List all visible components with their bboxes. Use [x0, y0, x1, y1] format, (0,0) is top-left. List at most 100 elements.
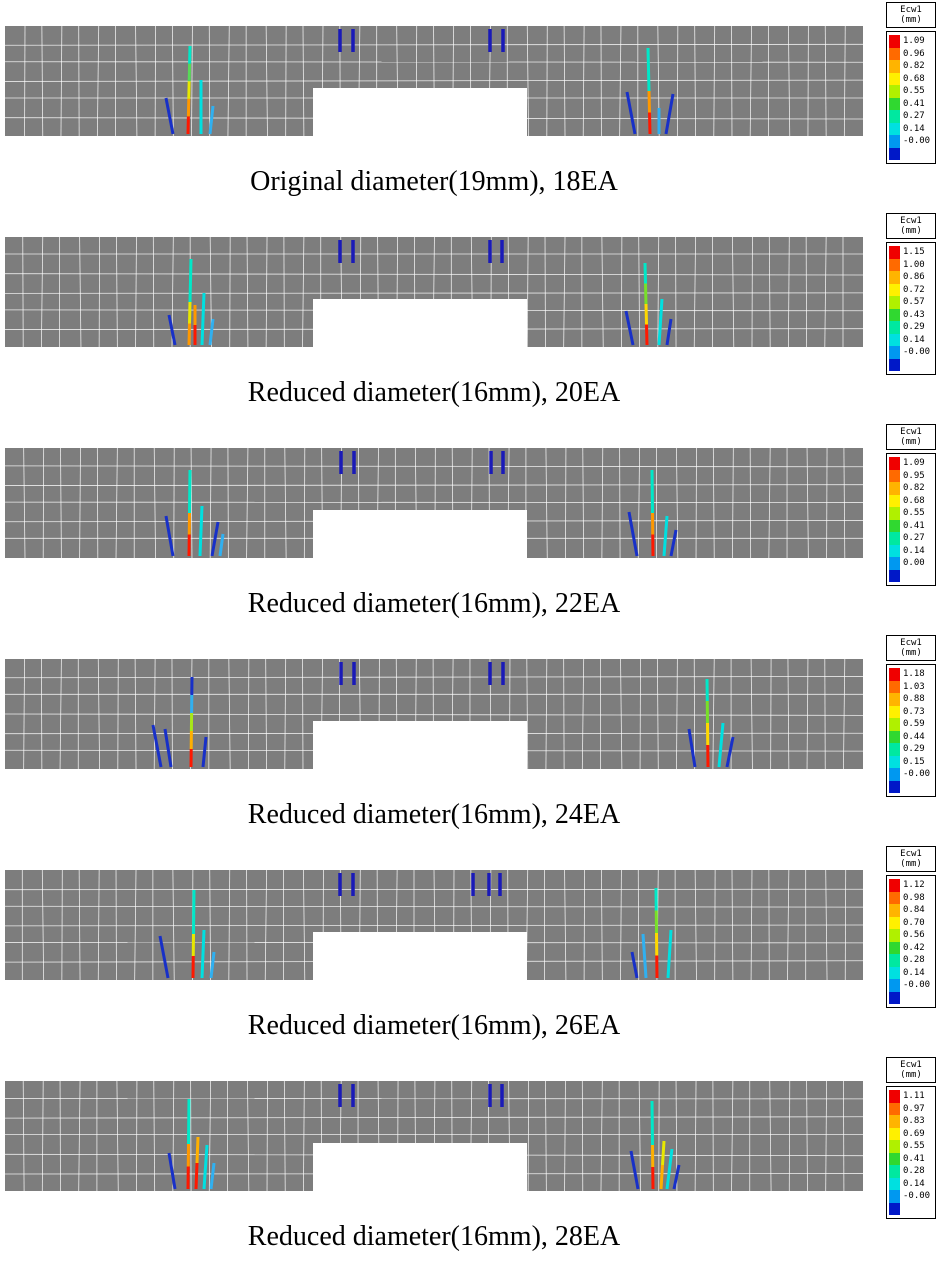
crack-marks: [167, 1098, 681, 1190]
legend-color-swatch: [889, 544, 900, 557]
legend-value: -0.00: [903, 1191, 931, 1202]
legend-color-swatch: [889, 258, 900, 271]
legend-row: 0.68: [889, 494, 933, 507]
legend-row: 0.29: [889, 743, 933, 756]
legend-value: 0.44: [903, 731, 925, 742]
legend-row: 0.41: [889, 1152, 933, 1165]
crack-marks: [158, 887, 673, 979]
mesh-lines: [5, 237, 863, 347]
legend-row: 0.68: [889, 72, 933, 85]
legend-row: 0.14: [889, 1177, 933, 1190]
mesh-lines: [5, 26, 863, 136]
legend-unit-text: (mm): [900, 437, 922, 447]
legend-color-swatch: [889, 60, 900, 73]
legend-row: 0.44: [889, 730, 933, 743]
beam-body: [5, 659, 863, 769]
legend-title-text: Ecw1: [900, 638, 922, 648]
legend-row: 0.73: [889, 705, 933, 718]
result-panel-5: Ecw1 (mm) 1.12 0.98 0.84 0.70 0.56 0.42 0.28 0.…: [0, 844, 940, 1055]
legend-value: 1.00: [903, 259, 925, 270]
legend-color-swatch: [889, 954, 900, 967]
legend-color-swatch: [889, 469, 900, 482]
legend-title-text: Ecw1: [900, 849, 922, 859]
legend-value: 0.14: [903, 967, 925, 978]
result-panel-4: Ecw1 (mm) 1.18 1.03 0.88 0.73 0.59 0.44 0.29 0.…: [0, 633, 940, 844]
legend-value: 0.59: [903, 719, 925, 730]
legend-row: 1.15: [889, 246, 933, 259]
legend-value: 0.84: [903, 905, 925, 916]
legend-row: 0.55: [889, 507, 933, 520]
legend-row: -0.00: [889, 1190, 933, 1203]
legend-value: 1.03: [903, 681, 925, 692]
legend-value: 1.12: [903, 880, 925, 891]
legend-color-swatch: [889, 668, 900, 681]
legend-color-swatch: [889, 780, 900, 793]
legend-value: 0.41: [903, 520, 925, 531]
legend-unit-text: (mm): [900, 15, 922, 25]
beam-mesh-plot: [5, 237, 863, 347]
legend-row: 1.12: [889, 879, 933, 892]
legend-value: 1.09: [903, 36, 925, 47]
legend-color-swatch: [889, 321, 900, 334]
legend-value: 0.82: [903, 483, 925, 494]
legend-color-swatch: [889, 1115, 900, 1128]
legend-row: 1.18: [889, 668, 933, 681]
legend-value: 0.96: [903, 48, 925, 59]
legend-row: 0.84: [889, 904, 933, 917]
legend-row: 0.59: [889, 718, 933, 731]
legend-unit-text: (mm): [900, 226, 922, 236]
legend-color-swatch: [889, 72, 900, 85]
legend-row: 0.43: [889, 308, 933, 321]
legend-title: Ecw1 (mm): [886, 2, 936, 28]
legend-color-swatch: [889, 333, 900, 346]
legend-row: 0.14: [889, 333, 933, 346]
legend-color-swatch: [889, 283, 900, 296]
legend-row: 0.70: [889, 916, 933, 929]
legend-color-swatch: [889, 693, 900, 706]
legend-color-swatch: [889, 47, 900, 60]
legend-row: 0.56: [889, 929, 933, 942]
legend-value: 1.15: [903, 247, 925, 258]
beam-mesh-plot: [5, 26, 863, 136]
load-point-ticks: [338, 240, 504, 263]
crack-width-legend: Ecw1 (mm) 1.15 1.00 0.86 0.72 0.57 0.43 0.29 0.…: [886, 213, 936, 375]
legend-value: 0.55: [903, 508, 925, 519]
legend-value: 0.83: [903, 1116, 925, 1127]
legend-color-swatch: [889, 879, 900, 892]
legend-color-swatch: [889, 718, 900, 731]
panel-caption: Reduced diameter(16mm), 20EA: [247, 377, 621, 408]
legend-row: 0.42: [889, 941, 933, 954]
legend-color-swatch: [889, 768, 900, 781]
panel-caption: Reduced diameter(16mm), 28EA: [247, 1221, 621, 1252]
legend-color-swatch: [889, 246, 900, 259]
legend-row: -0.00: [889, 768, 933, 781]
result-panel-6: Ecw1 (mm) 1.11 0.97 0.83 0.69 0.55 0.41 0.28 0.…: [0, 1055, 940, 1266]
legend-row: 0.69: [889, 1127, 933, 1140]
legend-color-swatch: [889, 147, 900, 160]
legend-row: [889, 569, 933, 582]
legend-title: Ecw1 (mm): [886, 424, 936, 450]
legend-row: [889, 147, 933, 160]
legend-row: -0.00: [889, 135, 933, 148]
legend-value: 0.68: [903, 73, 925, 84]
legend-row: [889, 991, 933, 1004]
panel-caption: Original diameter(19mm), 18EA: [250, 166, 618, 197]
legend-color-swatch: [889, 991, 900, 1004]
legend-value: 0.27: [903, 533, 925, 544]
legend-color-swatch: [889, 743, 900, 756]
legend-color-swatch: [889, 966, 900, 979]
legend-value: 0.56: [903, 930, 925, 941]
crack-marks: [151, 676, 735, 768]
load-point-ticks: [339, 662, 505, 685]
legend-color-swatch: [889, 904, 900, 917]
load-point-ticks: [338, 873, 502, 896]
beam-mesh-plot: [5, 870, 863, 980]
legend-color-swatch: [889, 569, 900, 582]
crack-width-legend: Ecw1 (mm) 1.11 0.97 0.83 0.69 0.55 0.41 0.28 0.…: [886, 1057, 936, 1219]
legend-value: 1.11: [903, 1091, 925, 1102]
legend-row: 0.82: [889, 482, 933, 495]
legend-title-text: Ecw1: [900, 5, 922, 15]
legend-color-swatch: [889, 1165, 900, 1178]
crack-marks: [167, 258, 673, 346]
legend-color-swatch: [889, 1140, 900, 1153]
